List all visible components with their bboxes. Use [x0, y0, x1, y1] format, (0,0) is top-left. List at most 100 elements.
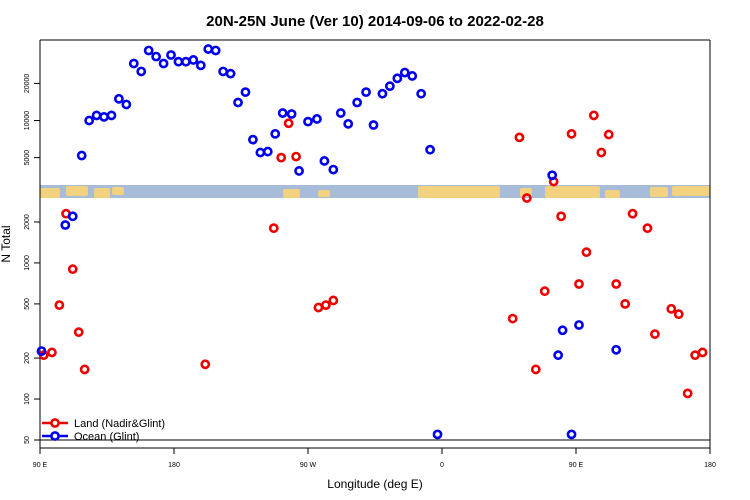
ocean-point: [84, 115, 95, 126]
land-mass: [545, 186, 600, 198]
ocean-point: [611, 344, 622, 355]
ocean-point: [91, 110, 102, 121]
land-mass: [418, 186, 500, 198]
y-tick-label: 50: [24, 436, 31, 444]
chart-title: 20N-25N June (Ver 10) 2014-09-06 to 2022…: [206, 13, 544, 30]
ocean-point: [262, 146, 273, 157]
land-point: [603, 129, 614, 140]
land-point: [539, 286, 550, 297]
ocean-point: [60, 220, 71, 230]
land-point: [596, 147, 607, 158]
y-axis-label: N Total: [0, 225, 13, 262]
map-strip: [40, 185, 710, 198]
land-mass: [318, 190, 330, 197]
y-tick-label: 100: [24, 393, 31, 405]
ocean-point: [36, 346, 47, 357]
land-mass: [605, 190, 620, 198]
land-point: [320, 300, 331, 310]
ocean-point: [312, 114, 322, 124]
ocean-point: [547, 170, 558, 181]
ocean-point: [218, 66, 229, 77]
land-point: [666, 303, 677, 314]
ocean-point: [248, 134, 258, 145]
land-point: [574, 279, 584, 289]
land-point: [54, 300, 65, 310]
land-point: [673, 309, 684, 320]
ocean-point: [277, 108, 288, 118]
land-point: [627, 208, 638, 219]
land-point: [611, 279, 622, 289]
land-mass: [94, 188, 110, 198]
ocean-point: [425, 144, 435, 155]
land-mass: [66, 186, 88, 196]
series-land-points: [38, 110, 708, 399]
land-point: [283, 118, 294, 129]
x-tick-label: 90 E: [33, 462, 48, 469]
land-point: [556, 211, 567, 222]
land-point: [566, 128, 577, 139]
y-tick-label: 20000: [24, 74, 31, 94]
ocean-point: [399, 67, 410, 78]
land-point: [530, 364, 541, 375]
x-tick-label: 90 E: [569, 462, 584, 469]
map-ocean: [40, 185, 710, 198]
map-land: [40, 186, 710, 198]
ocean-point: [361, 87, 371, 98]
y-tick-label: 200: [24, 352, 31, 364]
x-tick-label: 180: [704, 462, 716, 469]
land-point: [682, 388, 693, 399]
ocean-point: [188, 55, 199, 65]
ocean-point: [158, 58, 169, 69]
series-ocean-points: [36, 44, 622, 440]
ocean-point: [270, 128, 281, 139]
ocean-point: [416, 88, 427, 99]
ocean-point: [377, 88, 388, 99]
x-tick-label: 0: [440, 462, 444, 469]
land-point: [581, 247, 592, 258]
legend-label: Land (Nadir&Glint): [74, 418, 165, 430]
land-point: [73, 327, 84, 338]
ocean-point: [255, 147, 266, 158]
land-point: [79, 364, 90, 375]
land-mass: [40, 188, 60, 198]
ocean-point: [319, 156, 330, 166]
land-point: [268, 223, 279, 234]
land-mass: [672, 186, 710, 196]
ocean-point: [557, 325, 568, 336]
x-tick-label: 180: [168, 462, 180, 469]
y-tick-label: 1000: [24, 255, 31, 271]
ocean-point: [240, 87, 251, 98]
ocean-point: [173, 56, 184, 67]
ocean-point: [203, 44, 214, 54]
ocean-point: [553, 350, 564, 361]
ocean-point: [574, 320, 584, 330]
ocean-point: [286, 109, 297, 119]
y-tick-label: 5000: [24, 150, 31, 166]
land-mass: [650, 187, 668, 197]
legend: Land (Nadir&Glint)Ocean (Glint): [42, 418, 165, 443]
ocean-point: [136, 66, 147, 77]
land-point: [514, 132, 525, 143]
ocean-point: [181, 56, 191, 67]
y-tick-label: 2000: [24, 214, 31, 230]
ocean-point: [352, 97, 363, 108]
land-point: [690, 350, 701, 361]
x-axis-label: Longitude (deg E): [327, 477, 422, 491]
ocean-point: [195, 60, 206, 71]
land-point: [588, 110, 599, 121]
x-tick-label: 90 W: [300, 462, 317, 469]
land-point: [697, 347, 708, 358]
land-point: [47, 347, 57, 358]
plot-border: [39, 39, 711, 449]
land-point: [328, 295, 339, 306]
ocean-point: [151, 51, 162, 62]
ocean-point: [166, 50, 176, 60]
land-point: [276, 152, 287, 163]
ocean-point: [343, 118, 354, 129]
ocean-point: [128, 58, 139, 69]
ocean-point: [210, 45, 221, 56]
land-point: [200, 359, 211, 370]
ocean-point: [294, 166, 304, 176]
land-point: [507, 313, 518, 324]
